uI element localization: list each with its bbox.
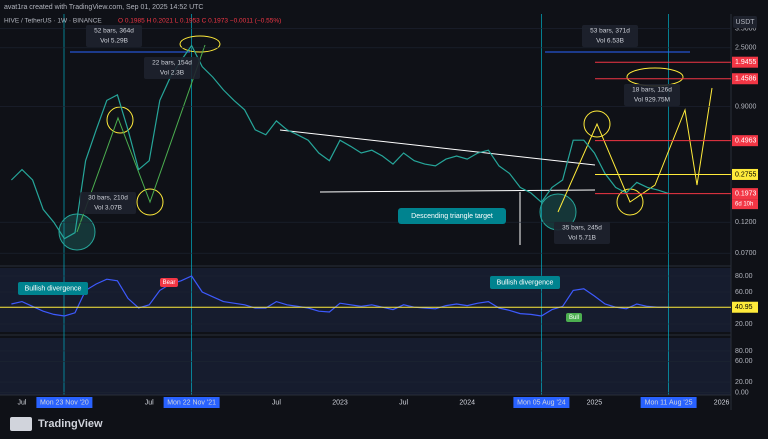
y-tick-label: 0.1200 — [735, 219, 757, 226]
x-tick-label: Jul — [272, 399, 281, 406]
info-text: 18 bars, 126d — [632, 87, 672, 94]
price-label: 0.1973 — [735, 190, 757, 197]
info-box — [80, 192, 136, 214]
x-tick-label: Jul — [18, 399, 27, 406]
y-tick-label: 0.0700 — [735, 250, 757, 257]
info-text: 30 bars, 210d — [88, 195, 128, 202]
info-box — [144, 57, 200, 79]
price-label-box — [732, 73, 758, 85]
info-box — [554, 222, 610, 244]
countdown: 6d 10h — [735, 202, 753, 208]
x-tick-label: Mon 23 Nov '20 — [40, 399, 89, 406]
price-label-box — [732, 188, 758, 200]
x-tick-label: Jul — [399, 399, 408, 406]
rsi-callout-text: Bear — [163, 280, 176, 286]
info-text: Vol 929.75M — [634, 97, 670, 104]
y-tick-label: 0.00 — [735, 389, 749, 396]
circle — [136, 188, 164, 216]
circle — [583, 110, 611, 138]
x-label-box — [36, 397, 93, 408]
price-label: 0.4963 — [735, 137, 757, 144]
brand-logo — [10, 417, 32, 431]
rsi-panel — [0, 268, 731, 332]
x-label-box — [640, 397, 697, 408]
stoch-panel — [0, 338, 731, 395]
callout-text: Descending triangle target — [411, 213, 493, 220]
x-tick-label: Jul — [145, 399, 154, 406]
rsi-callout-text: Bullish divergence — [497, 279, 554, 286]
price-label-box — [732, 135, 758, 147]
x-tick-label: Mon 22 Nov '21 — [167, 399, 216, 406]
currency-box[interactable] — [733, 16, 757, 28]
info-text: Vol 3.07B — [94, 205, 122, 212]
rsi-callout-text: Bull — [569, 315, 579, 321]
x-tick-label: Mon 11 Aug '25 — [645, 399, 693, 406]
y-tick-label: 3.5000 — [735, 25, 757, 32]
rsi-callout-text: Bullish divergence — [25, 285, 82, 292]
rsi-callout — [566, 313, 582, 322]
info-text: 35 bars, 245d — [562, 225, 602, 232]
info-text: Vol 2.3B — [160, 70, 184, 77]
y-tick-label: 20.00 — [735, 379, 753, 386]
projection — [76, 44, 206, 233]
currency[interactable]: USDT — [735, 19, 755, 26]
price-label: 0.2755 — [735, 171, 757, 178]
x-label-box — [163, 397, 220, 408]
rsi-level-box — [732, 301, 758, 313]
x-tick-label: 2023 — [332, 399, 348, 406]
triangle-line — [279, 129, 596, 166]
x-label-box — [513, 397, 570, 408]
rsi-callout — [160, 278, 178, 287]
projection — [557, 87, 713, 213]
ohlc: O 0.1985 H 0.2021 L 0.1953 C 0.1973 −0.0… — [118, 18, 281, 25]
rsi-level-label: 40.95 — [735, 304, 753, 311]
info-box — [624, 84, 680, 106]
y-tick-label: 20.00 — [735, 321, 753, 328]
x-tick-label: 2025 — [587, 399, 603, 406]
circle — [106, 106, 134, 134]
y-tick-label: 60.00 — [735, 289, 753, 296]
y-tick-label: 0.9000 — [735, 103, 757, 110]
price-label-box — [732, 56, 758, 68]
price-label-box — [732, 168, 758, 180]
info-text: 22 bars, 154d — [152, 60, 192, 67]
y-tick-label: 60.00 — [735, 358, 753, 365]
x-tick-label: 2024 — [459, 399, 475, 406]
countdown-box — [732, 199, 758, 210]
credit: avat1ra created with TradingView.com, Se… — [4, 4, 204, 11]
price-label: 1.9455 — [735, 59, 757, 66]
price-label: 1.4586 — [735, 76, 757, 83]
info-box — [86, 25, 142, 47]
info-box — [582, 25, 638, 47]
brand: TradingView — [38, 418, 103, 430]
x-tick-label: Mon 05 Aug '24 — [517, 399, 566, 406]
info-text: Vol 6.53B — [596, 38, 624, 45]
x-tick-label: 2026 — [714, 399, 730, 406]
info-text: Vol 5.29B — [100, 38, 128, 45]
info-text: 52 bars, 364d — [94, 28, 134, 35]
callout — [398, 208, 506, 224]
ellipse — [179, 35, 221, 53]
rsi-callout — [490, 276, 560, 289]
y-tick-label: 80.00 — [735, 273, 753, 280]
y-tick-label: 80.00 — [735, 348, 753, 355]
symbol: HIVE / TetherUS · 1W · BINANCE — [4, 18, 102, 25]
rsi-callout — [18, 282, 88, 295]
y-tick-label: 2.5000 — [735, 45, 757, 52]
plot: 3.5000 2.5000 0.9000 0.1200 0.0700 80.00 60.00… — [0, 25, 758, 408]
info-text: 53 bars, 371d — [590, 28, 630, 35]
series-line — [10, 44, 669, 240]
info-text: Vol 5.71B — [568, 235, 596, 242]
